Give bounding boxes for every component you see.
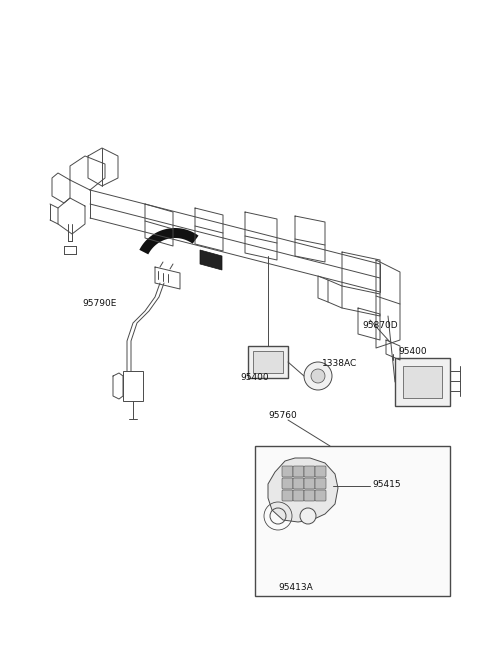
Text: 1338AC: 1338AC xyxy=(322,359,357,368)
Polygon shape xyxy=(255,446,450,596)
FancyBboxPatch shape xyxy=(293,478,304,489)
Text: 95760: 95760 xyxy=(268,411,297,420)
Text: 95400: 95400 xyxy=(398,347,427,356)
FancyBboxPatch shape xyxy=(315,466,326,477)
Circle shape xyxy=(300,508,316,524)
Text: 95400: 95400 xyxy=(240,373,269,382)
Text: 95790E: 95790E xyxy=(82,299,116,308)
Polygon shape xyxy=(248,346,288,378)
FancyBboxPatch shape xyxy=(315,490,326,501)
FancyBboxPatch shape xyxy=(304,478,315,489)
Polygon shape xyxy=(403,366,442,398)
FancyBboxPatch shape xyxy=(293,490,304,501)
Polygon shape xyxy=(268,458,338,522)
FancyBboxPatch shape xyxy=(304,466,315,477)
FancyBboxPatch shape xyxy=(282,466,293,477)
Polygon shape xyxy=(200,250,222,270)
Text: 95415: 95415 xyxy=(372,480,401,489)
FancyBboxPatch shape xyxy=(282,478,293,489)
FancyBboxPatch shape xyxy=(315,478,326,489)
Text: 95413A: 95413A xyxy=(278,583,313,592)
Text: 95870D: 95870D xyxy=(362,321,397,330)
Polygon shape xyxy=(395,358,450,406)
Circle shape xyxy=(304,362,332,390)
FancyBboxPatch shape xyxy=(304,490,315,501)
FancyBboxPatch shape xyxy=(282,490,293,501)
Polygon shape xyxy=(139,228,199,255)
Polygon shape xyxy=(253,351,283,373)
FancyBboxPatch shape xyxy=(293,466,304,477)
Circle shape xyxy=(311,369,325,383)
